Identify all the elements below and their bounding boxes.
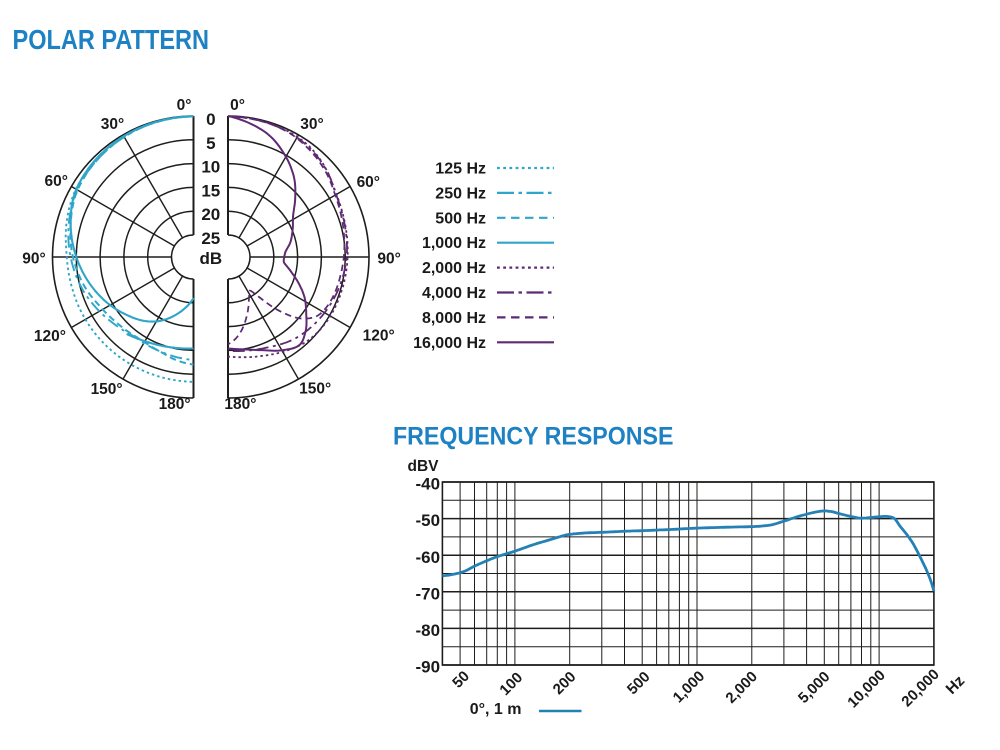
svg-text:5: 5 bbox=[206, 134, 215, 153]
svg-text:15: 15 bbox=[201, 181, 220, 200]
svg-text:90°: 90° bbox=[22, 250, 45, 267]
svg-text:180°: 180° bbox=[224, 396, 256, 413]
svg-text:-80: -80 bbox=[416, 622, 441, 640]
svg-text:30°: 30° bbox=[300, 116, 323, 133]
svg-text:90°: 90° bbox=[377, 250, 400, 267]
svg-text:150°: 150° bbox=[91, 381, 123, 398]
svg-text:150°: 150° bbox=[299, 381, 331, 398]
svg-text:2,000 Hz: 2,000 Hz bbox=[422, 260, 486, 277]
svg-text:0°, 1 m: 0°, 1 m bbox=[470, 701, 522, 718]
svg-text:120°: 120° bbox=[34, 328, 66, 345]
svg-text:125 Hz: 125 Hz bbox=[435, 161, 486, 178]
svg-text:-60: -60 bbox=[416, 549, 441, 567]
svg-text:-50: -50 bbox=[416, 512, 441, 530]
svg-text:180°: 180° bbox=[159, 396, 191, 413]
svg-text:-90: -90 bbox=[416, 659, 441, 677]
svg-text:0: 0 bbox=[206, 110, 215, 129]
svg-text:120°: 120° bbox=[363, 327, 395, 344]
svg-text:4,000 Hz: 4,000 Hz bbox=[422, 285, 486, 302]
svg-text:60°: 60° bbox=[357, 174, 380, 191]
svg-text:1,000 Hz: 1,000 Hz bbox=[422, 235, 486, 252]
svg-text:FREQUENCY RESPONSE: FREQUENCY RESPONSE bbox=[393, 423, 674, 451]
svg-text:0°: 0° bbox=[230, 97, 245, 114]
svg-text:0°: 0° bbox=[177, 97, 192, 114]
svg-text:60°: 60° bbox=[44, 173, 67, 190]
svg-text:10: 10 bbox=[201, 158, 220, 177]
svg-text:25: 25 bbox=[201, 229, 220, 248]
svg-text:dB: dB bbox=[199, 249, 222, 268]
svg-text:8,000 Hz: 8,000 Hz bbox=[422, 310, 486, 327]
svg-text:250 Hz: 250 Hz bbox=[435, 185, 486, 202]
svg-text:500 Hz: 500 Hz bbox=[435, 210, 486, 227]
svg-text:dBV: dBV bbox=[408, 458, 440, 475]
svg-text:20: 20 bbox=[201, 205, 220, 224]
svg-text:-40: -40 bbox=[416, 476, 441, 494]
svg-text:-70: -70 bbox=[416, 585, 441, 603]
svg-text:30°: 30° bbox=[101, 116, 124, 133]
svg-text:16,000 Hz: 16,000 Hz bbox=[413, 335, 486, 352]
svg-text:POLAR PATTERN: POLAR PATTERN bbox=[13, 24, 210, 55]
